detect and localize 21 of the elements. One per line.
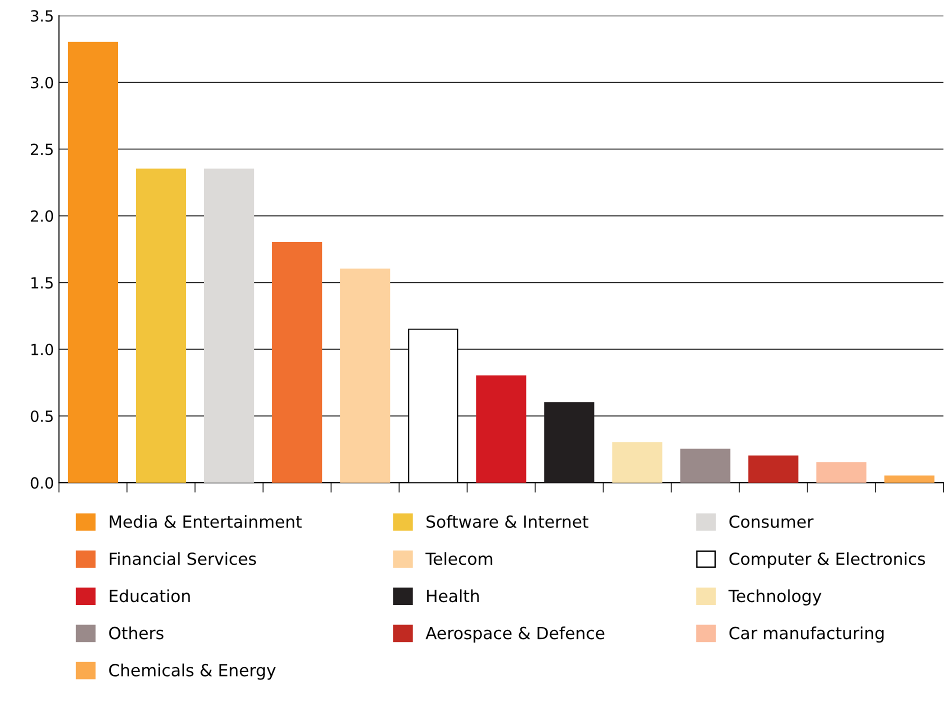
legend-label: Telecom (425, 552, 492, 566)
legend-label: Computer & Electronics (729, 552, 925, 568)
legend-label: Technology (728, 589, 822, 606)
y-tick-label: 1.0 (31, 344, 54, 356)
legend-label: Others (109, 626, 164, 640)
y-tick-label: 2.0 (30, 210, 54, 222)
legend-label: Car manufacturing (729, 626, 884, 643)
legend-label: Media & Entertainment (110, 515, 302, 528)
legend-label: Chemicals & Energy (109, 664, 276, 680)
y-tick-label: 3.5 (30, 10, 53, 22)
legend-label: Education (110, 589, 190, 602)
y-tick-label: 0.0 (30, 477, 54, 489)
legend-label: Aerospace & Defence (426, 626, 604, 643)
legend-label: Health (427, 589, 479, 602)
y-tick-label: 3.0 (30, 76, 54, 88)
y-tick-label: 2.5 (30, 144, 53, 156)
legend-label: Software & Internet (426, 515, 588, 528)
legend-label: Financial Services (110, 552, 256, 566)
legend-label: Consumer (729, 515, 814, 528)
y-tick-label: 0.5 (30, 410, 53, 422)
y-tick-label: 1.5 (31, 277, 53, 289)
